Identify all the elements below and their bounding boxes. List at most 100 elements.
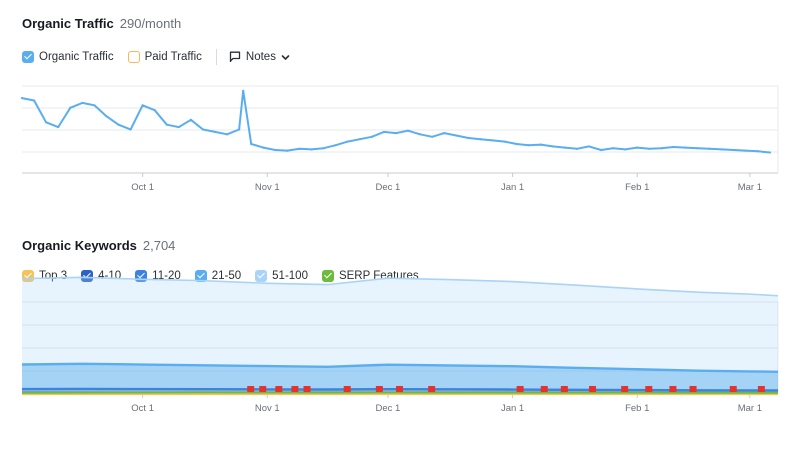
organic-traffic-point[interactable] [45,121,48,124]
organic-traffic-point[interactable] [696,147,699,150]
checkbox-icon[interactable] [22,51,34,63]
organic-traffic-point[interactable] [382,130,386,134]
organic-traffic-point[interactable] [455,134,458,137]
serp-flag-icon[interactable] [516,386,524,392]
organic-traffic-point[interactable] [648,147,651,150]
organic-traffic-point[interactable] [57,125,60,129]
checkbox-icon[interactable] [321,270,334,282]
organic-traffic-point[interactable] [20,96,24,100]
organic-traffic-point[interactable] [298,147,301,150]
organic-traffic-point[interactable] [467,136,470,140]
organic-traffic-point[interactable] [286,149,289,152]
organic-keywords-chart[interactable]: Oct 1 Nov 1 Dec 1 Jan 1 Feb 1 Mar 1 [0,276,800,418]
checkbox-icon[interactable] [194,270,207,282]
organic-traffic-point[interactable] [334,144,337,147]
organic-traffic-point[interactable] [612,147,615,150]
organic-traffic-point[interactable] [201,128,205,131]
serp-flag-icon[interactable] [757,386,765,392]
organic-traffic-point[interactable] [129,128,132,131]
organic-traffic-point[interactable] [406,129,410,132]
checkbox-icon[interactable] [127,51,140,63]
serp-flag-icon[interactable] [589,386,596,392]
organic-traffic-point[interactable] [491,139,494,142]
serp-flag-icon[interactable] [669,386,677,392]
organic-traffic-point[interactable] [213,130,217,134]
serp-flag-icon[interactable] [689,386,697,392]
organic-traffic-point[interactable] [322,147,325,150]
organic-traffic-point[interactable] [587,145,591,148]
organic-traffic-point[interactable] [660,147,663,150]
organic-traffic-point[interactable] [479,138,482,141]
serp-flag-icon[interactable] [540,386,548,392]
traffic-tick-label: Oct 1 [131,182,154,193]
organic-traffic-point[interactable] [431,135,434,138]
organic-traffic-point[interactable] [599,148,603,152]
organic-traffic-point[interactable] [527,144,530,147]
organic-traffic-point[interactable] [189,118,192,121]
paid-traffic-toggle[interactable]: Paid Traffic [127,51,202,63]
traffic-tick-label: Mar 1 [738,182,762,193]
organic-traffic-point[interactable] [105,115,108,118]
organic-traffic-point[interactable] [732,148,735,152]
organic-traffic-point[interactable] [551,145,554,148]
organic-traffic-point[interactable] [141,104,144,107]
organic-traffic-point[interactable] [81,101,84,105]
keyword-legend-label: 51-100 [272,270,308,282]
organic-traffic-point[interactable] [684,146,687,149]
keyword-legend-item-4[interactable]: 51-100 [255,270,308,282]
serp-flag-icon[interactable] [343,386,351,392]
organic-traffic-point[interactable] [575,147,579,150]
organic-traffic-point[interactable] [153,109,156,112]
organic-traffic-point[interactable] [250,142,253,146]
organic-traffic-point[interactable] [515,142,518,146]
organic-traffic-point[interactable] [539,143,542,146]
serp-flag-icon[interactable] [375,386,383,392]
organic-traffic-point[interactable] [177,125,180,129]
organic-traffic-point[interactable] [274,148,277,152]
organic-traffic-point[interactable] [394,132,398,135]
serp-flag-icon[interactable] [645,386,653,392]
serp-flag-icon[interactable] [275,386,283,392]
organic-traffic-point[interactable] [768,151,772,154]
serp-flag-icon[interactable] [621,386,629,392]
organic-traffic-point[interactable] [262,146,265,149]
organic-traffic-point[interactable] [346,140,349,143]
organic-traffic-point[interactable] [503,140,506,143]
organic-traffic-point[interactable] [756,150,759,153]
serp-flag-icon[interactable] [395,386,403,392]
organic-traffic-point[interactable] [69,106,72,109]
organic-traffic-point[interactable] [744,149,747,152]
serp-flag-icon[interactable] [428,386,436,392]
organic-traffic-point[interactable] [165,123,168,126]
organic-traffic-point[interactable] [720,148,723,151]
organic-traffic-point[interactable] [370,135,373,138]
checkbox-icon[interactable] [81,270,94,282]
organic-traffic-point[interactable] [419,133,422,136]
organic-traffic-point[interactable] [443,132,446,135]
serp-flag-icon[interactable] [247,386,255,392]
organic-traffic-point[interactable] [708,147,711,150]
organic-traffic-point[interactable] [636,146,639,149]
serp-flag-icon[interactable] [303,386,311,392]
chevron-down-icon [281,54,290,60]
serp-flag-icon[interactable] [259,386,267,392]
keyword-legend-item-3[interactable]: 21-50 [194,270,241,282]
organic-traffic-point[interactable] [93,104,96,107]
organic-traffic-point[interactable] [563,146,566,149]
checkbox-icon[interactable] [255,270,268,282]
organic-traffic-point[interactable] [225,133,229,136]
organic-traffic-point[interactable] [32,99,36,102]
organic-traffic-point[interactable] [358,138,361,141]
organic-traffic-point[interactable] [624,148,627,151]
organic-traffic-chart[interactable]: Oct 1 Nov 1 Dec 1 Jan 1 Feb 1 Mar 1 [0,78,800,198]
serp-flag-icon[interactable] [560,386,568,392]
organic-traffic-point[interactable] [672,145,675,149]
serp-flag-icon[interactable] [729,386,737,392]
organic-traffic-toggle[interactable]: Organic Traffic [22,51,114,63]
serp-flag-icon[interactable] [291,386,299,392]
organic-traffic-point[interactable] [310,148,313,151]
notes-dropdown-button[interactable]: Notes [229,51,290,63]
organic-traffic-point[interactable] [238,128,241,131]
organic-traffic-point[interactable] [242,89,245,92]
organic-traffic-point[interactable] [117,123,120,126]
